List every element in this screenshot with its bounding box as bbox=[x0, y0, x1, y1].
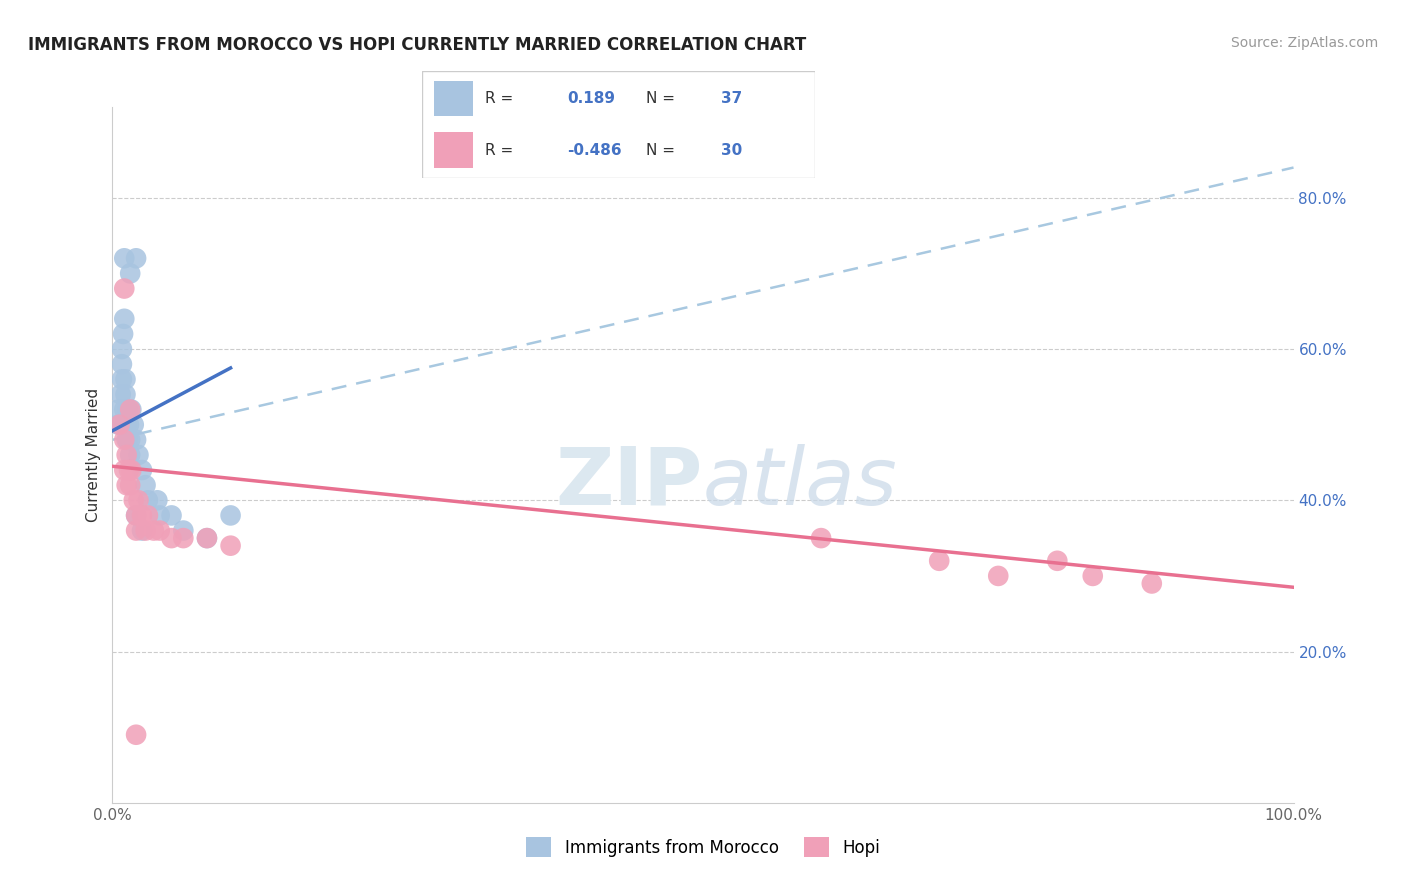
Point bbox=[120, 433, 142, 447]
Text: N =: N = bbox=[647, 91, 681, 106]
Text: R =: R = bbox=[485, 91, 517, 106]
Point bbox=[112, 417, 135, 432]
Point bbox=[111, 342, 134, 356]
Point bbox=[115, 478, 138, 492]
Point bbox=[115, 448, 138, 462]
Point bbox=[115, 417, 138, 432]
Point bbox=[195, 531, 218, 545]
Bar bbox=[433, 81, 472, 116]
Point bbox=[112, 281, 135, 295]
Point bbox=[107, 402, 129, 417]
Point bbox=[149, 524, 172, 538]
Point bbox=[120, 267, 142, 281]
Point bbox=[149, 508, 172, 523]
Text: Source: ZipAtlas.com: Source: ZipAtlas.com bbox=[1230, 36, 1378, 50]
Text: 30: 30 bbox=[721, 143, 742, 158]
Point bbox=[108, 417, 131, 432]
Point bbox=[135, 478, 157, 492]
Point bbox=[118, 417, 141, 432]
Point bbox=[125, 433, 148, 447]
Point bbox=[131, 524, 153, 538]
Point bbox=[112, 326, 135, 341]
Point bbox=[120, 478, 142, 492]
Point bbox=[120, 463, 142, 477]
Point bbox=[131, 508, 153, 523]
Point bbox=[1046, 554, 1069, 568]
Point bbox=[112, 311, 135, 326]
FancyBboxPatch shape bbox=[422, 71, 815, 178]
Point bbox=[125, 728, 148, 742]
Point bbox=[110, 387, 132, 401]
Point bbox=[219, 508, 242, 523]
Text: -0.486: -0.486 bbox=[568, 143, 621, 158]
Point bbox=[136, 508, 159, 523]
Point bbox=[160, 531, 183, 545]
Text: R =: R = bbox=[485, 143, 517, 158]
Point bbox=[195, 531, 218, 545]
Point bbox=[125, 508, 148, 523]
Point bbox=[112, 463, 135, 477]
Point bbox=[120, 402, 142, 417]
Point bbox=[111, 372, 134, 386]
Point bbox=[928, 554, 950, 568]
Point bbox=[810, 531, 832, 545]
Point bbox=[1081, 569, 1104, 583]
Text: atlas: atlas bbox=[703, 443, 898, 522]
Point bbox=[115, 433, 138, 447]
Point bbox=[142, 524, 165, 538]
Point bbox=[114, 372, 136, 386]
Point bbox=[111, 357, 134, 371]
Point bbox=[112, 433, 135, 447]
Point bbox=[118, 463, 141, 477]
Point bbox=[117, 433, 139, 447]
Point bbox=[107, 417, 129, 432]
Text: 0.189: 0.189 bbox=[568, 91, 616, 106]
Point bbox=[219, 539, 242, 553]
Point bbox=[1140, 576, 1163, 591]
Point bbox=[136, 493, 159, 508]
Point bbox=[122, 493, 145, 508]
Text: 37: 37 bbox=[721, 91, 742, 106]
Point bbox=[112, 252, 135, 266]
Text: IMMIGRANTS FROM MOROCCO VS HOPI CURRENTLY MARRIED CORRELATION CHART: IMMIGRANTS FROM MOROCCO VS HOPI CURRENTL… bbox=[28, 36, 807, 54]
Point bbox=[125, 524, 148, 538]
Point bbox=[172, 524, 194, 538]
Text: ZIP: ZIP bbox=[555, 443, 703, 522]
Point bbox=[112, 402, 135, 417]
Point bbox=[127, 493, 149, 508]
Point bbox=[114, 387, 136, 401]
Point bbox=[131, 463, 153, 477]
Point bbox=[987, 569, 1010, 583]
Y-axis label: Currently Married: Currently Married bbox=[86, 388, 101, 522]
Point bbox=[146, 493, 169, 508]
Point bbox=[125, 508, 148, 523]
Point bbox=[125, 252, 148, 266]
Point bbox=[117, 402, 139, 417]
Point bbox=[172, 531, 194, 545]
Text: N =: N = bbox=[647, 143, 681, 158]
Point bbox=[122, 417, 145, 432]
Point bbox=[127, 448, 149, 462]
Legend: Immigrants from Morocco, Hopi: Immigrants from Morocco, Hopi bbox=[520, 830, 886, 864]
Point bbox=[135, 524, 157, 538]
Bar bbox=[433, 132, 472, 168]
Point bbox=[120, 448, 142, 462]
Point bbox=[160, 508, 183, 523]
Point bbox=[120, 402, 142, 417]
